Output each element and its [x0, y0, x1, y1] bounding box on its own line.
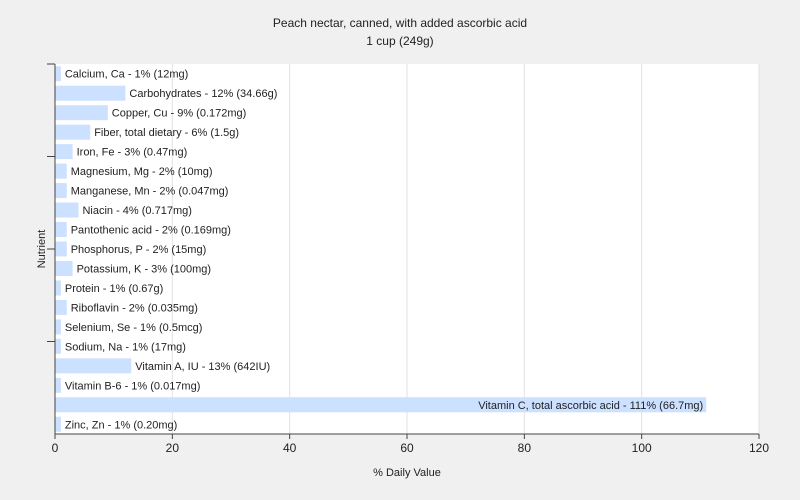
bar-label: Phosphorus, P - 2% (15mg): [71, 244, 207, 256]
chart-title: Peach nectar, canned, with added ascorbi…: [273, 16, 527, 30]
bar: [55, 66, 61, 82]
bar: [55, 202, 79, 218]
bar: [55, 319, 61, 335]
x-tick-label: 20: [166, 441, 180, 455]
x-tick-label: 60: [400, 441, 414, 455]
bar-label: Protein - 1% (0.67g): [65, 283, 163, 295]
bar-label: Magnesium, Mg - 2% (10mg): [71, 166, 213, 178]
bar-label: Sodium, Na - 1% (17mg): [65, 341, 186, 353]
bar: [55, 124, 91, 140]
bar-label: Calcium, Ca - 1% (12mg): [65, 69, 188, 81]
bar-label: Niacin - 4% (0.717mg): [82, 205, 191, 217]
bar-label: Pantothenic acid - 2% (0.169mg): [71, 225, 231, 237]
bar: [55, 144, 73, 160]
gridlines: [171, 64, 760, 434]
bar: [55, 105, 108, 121]
axes: 0 20 40 60 80 100 120: [47, 63, 769, 455]
bar: [55, 397, 707, 413]
bar: [55, 85, 126, 101]
bar-label: Selenium, Se - 1% (0.5mcg): [65, 322, 203, 334]
bar: [55, 377, 61, 393]
bar: [55, 416, 61, 432]
x-tick-label: 120: [749, 441, 769, 455]
bar: [55, 280, 61, 296]
x-tick-label: 40: [283, 441, 297, 455]
bar-label: Zinc, Zn - 1% (0.20mg): [65, 419, 177, 431]
bar: [55, 222, 67, 238]
bar: [55, 358, 132, 374]
bar-label: Vitamin A, IU - 13% (642IU): [135, 361, 270, 373]
bar: [55, 260, 73, 276]
bar: [55, 338, 61, 354]
bar-label: Vitamin B-6 - 1% (0.017mg): [65, 380, 201, 392]
bar-label: Manganese, Mn - 2% (0.047mg): [71, 186, 229, 198]
bar-label: Iron, Fe - 3% (0.47mg): [77, 147, 188, 159]
x-tick-label: 100: [632, 441, 652, 455]
bars: Calcium, Ca - 1% (12mg) Carbohydrates - 1…: [55, 66, 707, 432]
bar-label: Riboflavin - 2% (0.035mg): [71, 302, 198, 314]
x-tick-label: 80: [518, 441, 532, 455]
bar: [55, 163, 67, 179]
bar-label: Carbohydrates - 12% (34.66g): [129, 88, 277, 100]
y-axis-title: Nutrient: [36, 230, 48, 269]
bar-label: Fiber, total dietary - 6% (1.5g): [94, 127, 239, 139]
bar: [55, 299, 67, 315]
bar-label: Potassium, K - 3% (100mg): [77, 263, 212, 275]
x-tick-label: 0: [52, 441, 59, 455]
x-axis-title: % Daily Value: [373, 467, 441, 479]
bar-label: Copper, Cu - 9% (0.172mg): [112, 108, 247, 120]
chart-subtitle: 1 cup (249g): [366, 34, 433, 48]
bar: [55, 241, 67, 257]
bar-label: Vitamin C, total ascorbic acid - 111% (6…: [478, 400, 703, 412]
bar: [55, 183, 67, 199]
